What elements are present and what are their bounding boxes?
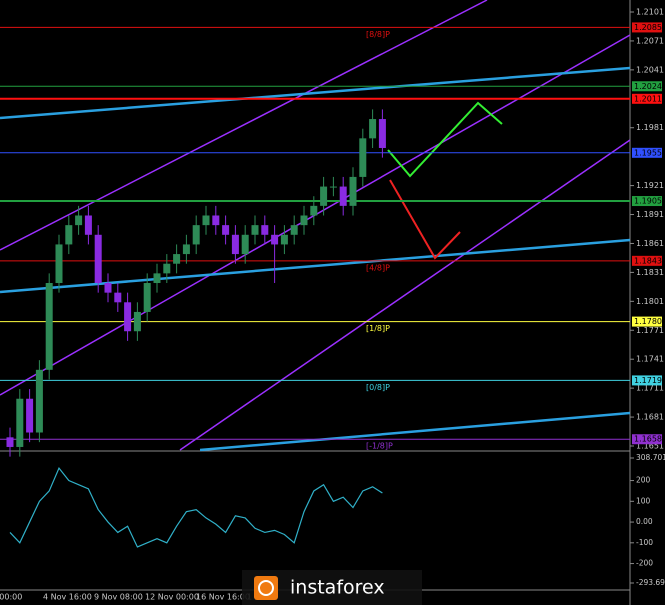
- candle-body: [271, 234, 279, 245]
- candle-body: [329, 186, 337, 188]
- indicator-tick-label: -293.6958: [636, 578, 665, 587]
- candle-body: [231, 234, 239, 255]
- candle-body: [94, 234, 102, 284]
- candle-body: [182, 244, 190, 255]
- level-box: [632, 316, 662, 327]
- y-tick-label: 1.2071: [636, 36, 664, 45]
- level-label: 1.2024: [634, 82, 662, 91]
- candle-body: [55, 244, 63, 284]
- murrey-label: [-1/8]P: [366, 442, 393, 451]
- candle-body: [133, 311, 141, 332]
- y-tick-label: 1.1861: [636, 239, 664, 248]
- y-tick-label: 1.2101: [636, 8, 664, 17]
- candle-body: [310, 205, 318, 216]
- y-tick-label: 1.1741: [636, 355, 664, 364]
- candle-body: [222, 225, 230, 235]
- y-tick-label: 1.1801: [636, 297, 664, 306]
- candle-body: [153, 273, 161, 284]
- level-box: [632, 22, 662, 33]
- x-tick-label: v 00:00: [0, 593, 22, 602]
- candle-body: [84, 215, 92, 235]
- level-label: 1.1955: [634, 148, 662, 157]
- candle-body: [212, 215, 220, 226]
- level-label: 1.2085: [634, 23, 662, 32]
- level-box: [632, 196, 662, 207]
- y-tick-label: 1.1681: [636, 413, 664, 422]
- murrey-label: [1/8]P: [366, 324, 390, 333]
- x-tick-label: 16 Nov 16:00: [196, 593, 250, 602]
- y-tick-label: 1.2041: [636, 65, 664, 74]
- candle-body: [124, 302, 132, 332]
- level-label: 1.2011: [634, 94, 662, 103]
- y-tick-label: 1.1891: [636, 210, 664, 219]
- level-label: 1.1843: [634, 256, 662, 265]
- candle-body: [6, 437, 14, 447]
- candle-body: [378, 119, 386, 148]
- candle-body: [339, 186, 347, 206]
- candle-body: [75, 215, 83, 226]
- candle-body: [192, 225, 200, 245]
- candle-body: [300, 215, 308, 226]
- candle-body: [202, 215, 210, 226]
- level-label: 1.1780: [634, 317, 662, 326]
- candle-body: [16, 398, 24, 447]
- candle-body: [65, 225, 73, 245]
- level-box: [632, 93, 662, 104]
- murrey-label: [0/8]P: [366, 383, 390, 392]
- candle-body: [163, 263, 171, 274]
- level-label: 1.1658: [634, 435, 662, 444]
- level-label: 1.1905: [634, 197, 662, 206]
- level-box: [632, 255, 662, 266]
- watermark: instaforex: [242, 570, 422, 605]
- candle-body: [114, 292, 122, 303]
- x-tick-label: 4 Nov 16:00: [43, 593, 92, 602]
- candle-body: [369, 119, 377, 139]
- indicator-tick-label: 0.00: [636, 517, 653, 526]
- murrey-label: [4/8]P: [366, 263, 390, 272]
- candle-body: [349, 176, 357, 206]
- murrey-label: [8/8]P: [366, 30, 390, 39]
- x-tick-label: 9 Nov 08:00: [94, 593, 143, 602]
- x-tick-label: 12 Nov 00:00: [145, 593, 199, 602]
- level-box: [632, 147, 662, 158]
- candle-body: [45, 283, 53, 370]
- candle-body: [320, 186, 328, 206]
- candle-body: [359, 138, 367, 177]
- candle-body: [35, 369, 43, 433]
- y-tick-label: 1.1981: [636, 123, 664, 132]
- level-label: 1.1719: [634, 376, 662, 385]
- candle-body: [261, 225, 269, 235]
- candle-body: [290, 225, 298, 235]
- indicator-tick-label: 308.7018: [636, 453, 665, 462]
- indicator-line: [9, 466, 383, 548]
- y-tick-label: 1.1831: [636, 268, 664, 277]
- level-box: [632, 81, 662, 92]
- y-tick-label: 1.1771: [636, 326, 664, 335]
- watermark-text: instaforex: [290, 577, 385, 599]
- candle-body: [104, 283, 112, 293]
- indicator-tick-label: 100: [636, 496, 651, 505]
- y-tick-label: 1.1921: [636, 181, 664, 190]
- indicator-tick-label: -100: [636, 538, 653, 547]
- y-tick-label: 1.1711: [636, 384, 664, 393]
- indicator-tick-label: 200: [636, 476, 651, 485]
- level-box: [632, 434, 662, 445]
- candle-body: [26, 398, 34, 433]
- level-box: [632, 375, 662, 386]
- indicator-tick-label: -200: [636, 559, 653, 568]
- candle-body: [280, 234, 288, 245]
- plot-area: 1.2101 1.2071 1.2041 1.1981 1.1921 1.1891 1.18…: [0, 8, 665, 602]
- candle-body: [143, 283, 151, 312]
- y-tick-label: 1.1651: [636, 442, 664, 451]
- candle-body: [173, 254, 181, 264]
- candle-body: [251, 225, 259, 235]
- candle-body: [241, 234, 249, 255]
